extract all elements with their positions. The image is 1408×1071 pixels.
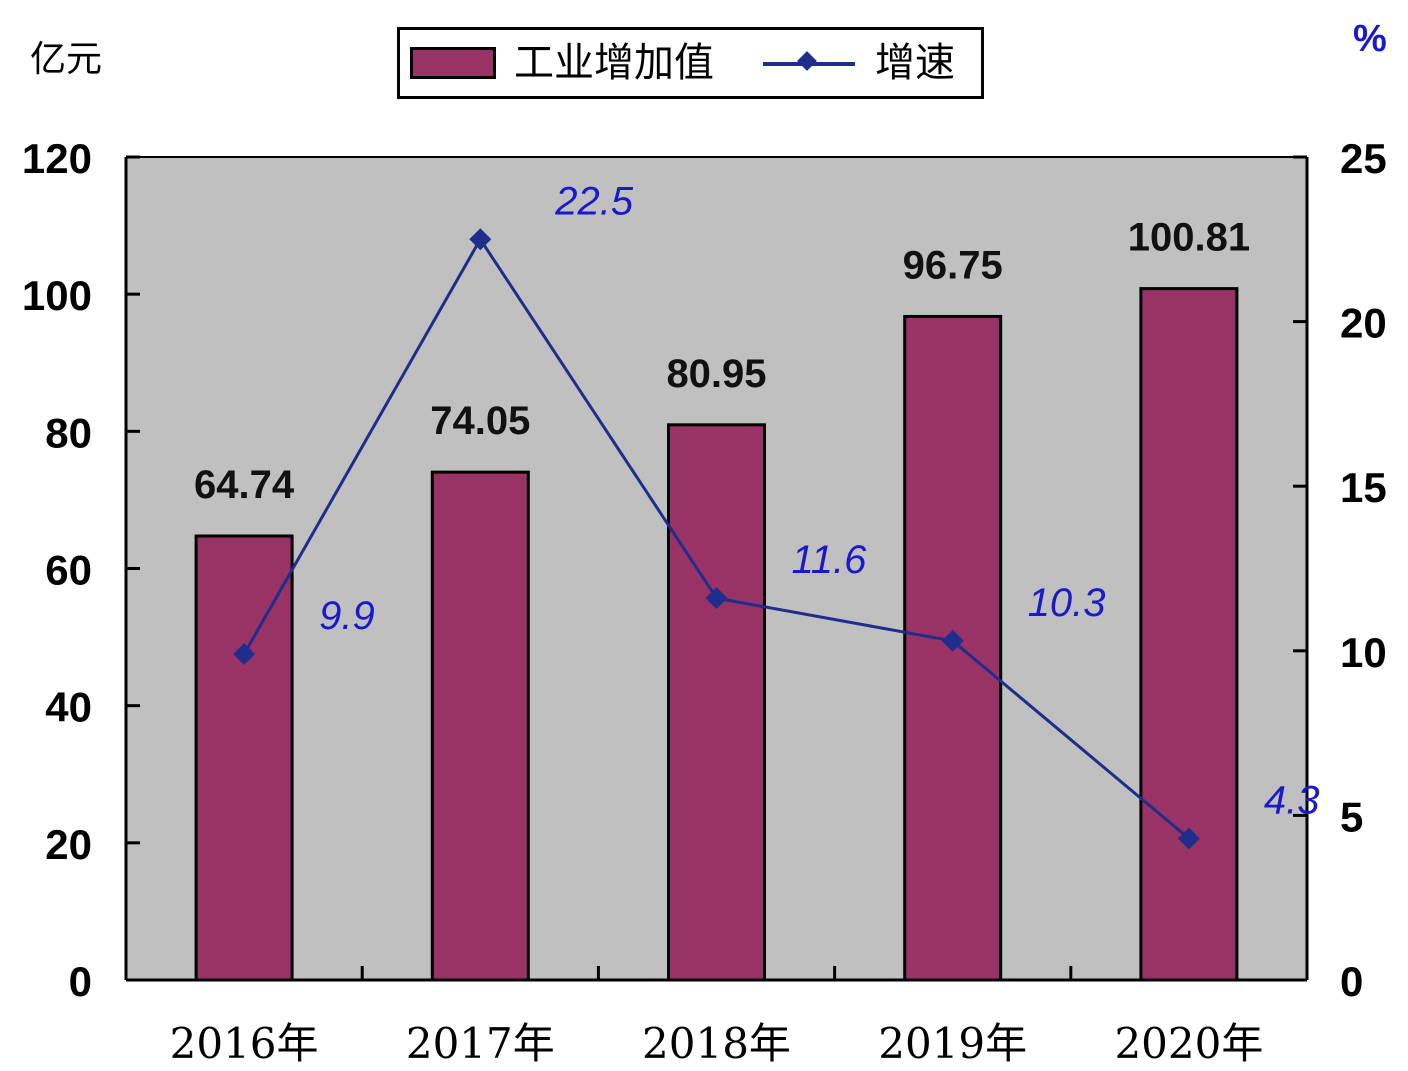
bar-4 (1139, 287, 1239, 982)
chart-legend: 工业增加值 增速 (397, 27, 984, 99)
bar-value-label-2: 80.95 (666, 352, 766, 396)
left-tick-label-5: 100 (22, 272, 92, 319)
bar-0 (194, 534, 294, 982)
growth-point-3 (941, 629, 964, 652)
legend-bar-label: 工业增加值 (514, 40, 714, 86)
left-tick-label-6: 120 (22, 135, 92, 182)
x-tick-label-0: 2016年 (170, 1019, 319, 1068)
left-tick-label-2: 40 (45, 684, 92, 731)
right-tick-label-0: 0 (1340, 958, 1363, 1005)
growth-value-label-1: 22.5 (554, 179, 634, 223)
growth-point-0 (233, 643, 256, 666)
bar-value-label-3: 96.75 (903, 243, 1003, 287)
growth-point-2 (705, 587, 728, 610)
right-tick-label-4: 20 (1340, 300, 1387, 347)
right-axis-unit: % (1353, 18, 1387, 60)
bar-value-label-0: 64.74 (194, 463, 295, 507)
left-axis-unit: 亿元 (30, 39, 103, 80)
bar-value-label-1: 74.05 (430, 399, 530, 443)
left-tick-label-4: 80 (45, 409, 92, 456)
x-tick-label-1: 2017年 (406, 1019, 555, 1068)
growth-value-label-0: 9.9 (319, 594, 375, 638)
growth-point-1 (469, 228, 492, 251)
left-tick-label-0: 0 (69, 958, 92, 1005)
bar-value-label-4: 100.81 (1128, 216, 1250, 260)
legend-line-marker (797, 51, 817, 71)
growth-value-label-3: 10.3 (1028, 581, 1106, 625)
left-tick-label-1: 20 (45, 821, 92, 868)
bar-2 (667, 423, 766, 982)
left-tick-label-3: 60 (45, 547, 92, 594)
growth-value-label-4: 4.3 (1264, 778, 1320, 822)
growth-value-label-2: 11.6 (792, 538, 868, 582)
x-tick-label-3: 2019年 (878, 1019, 1027, 1068)
growth-point-4 (1177, 827, 1200, 850)
legend-bar-swatch (410, 47, 496, 79)
x-tick-label-2: 2018年 (642, 1019, 791, 1068)
right-tick-label-2: 10 (1340, 629, 1387, 676)
right-tick-label-1: 5 (1340, 793, 1363, 840)
x-tick-label-4: 2020年 (1114, 1019, 1263, 1068)
bar-1 (430, 470, 530, 982)
legend-line-label: 增速 (875, 40, 955, 86)
right-tick-label-5: 25 (1340, 135, 1387, 182)
right-tick-label-3: 15 (1340, 464, 1387, 511)
